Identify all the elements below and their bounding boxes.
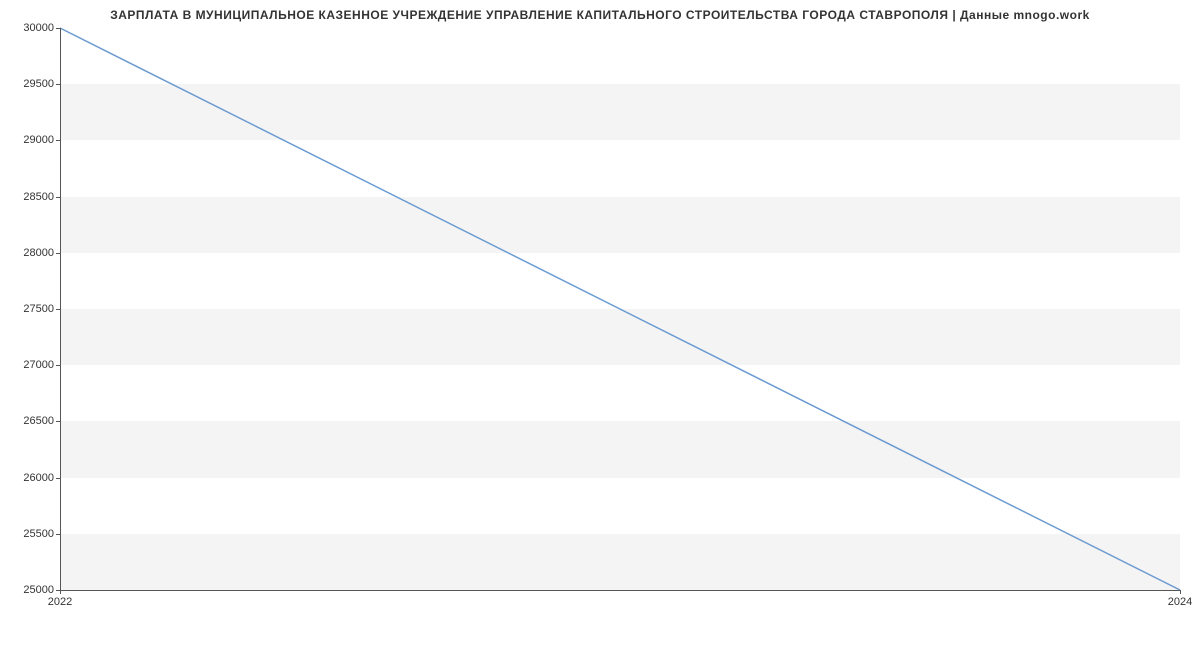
x-tick-mark	[1180, 590, 1181, 594]
y-tick-label: 29000	[4, 134, 54, 146]
chart-title: ЗАРПЛАТА В МУНИЦИПАЛЬНОЕ КАЗЕННОЕ УЧРЕЖД…	[0, 8, 1200, 22]
y-tick-label: 29500	[4, 78, 54, 90]
y-tick-label: 28000	[4, 247, 54, 259]
y-tick-label: 26500	[4, 415, 54, 427]
y-tick-label: 25500	[4, 528, 54, 540]
x-tick-label: 2024	[1168, 596, 1192, 608]
salary-line-chart: ЗАРПЛАТА В МУНИЦИПАЛЬНОЕ КАЗЕННОЕ УЧРЕЖД…	[0, 0, 1200, 650]
y-tick-label: 26000	[4, 472, 54, 484]
y-tick-label: 30000	[4, 22, 54, 34]
series-line-salary	[60, 28, 1180, 590]
y-tick-label: 27000	[4, 359, 54, 371]
y-tick-label: 27500	[4, 303, 54, 315]
x-tick-label: 2022	[48, 596, 72, 608]
y-tick-label: 28500	[4, 191, 54, 203]
plot-area	[60, 28, 1180, 590]
x-axis-line	[60, 590, 1180, 591]
y-tick-label: 25000	[4, 584, 54, 596]
line-series-svg	[60, 28, 1180, 590]
y-axis-line	[60, 28, 61, 590]
